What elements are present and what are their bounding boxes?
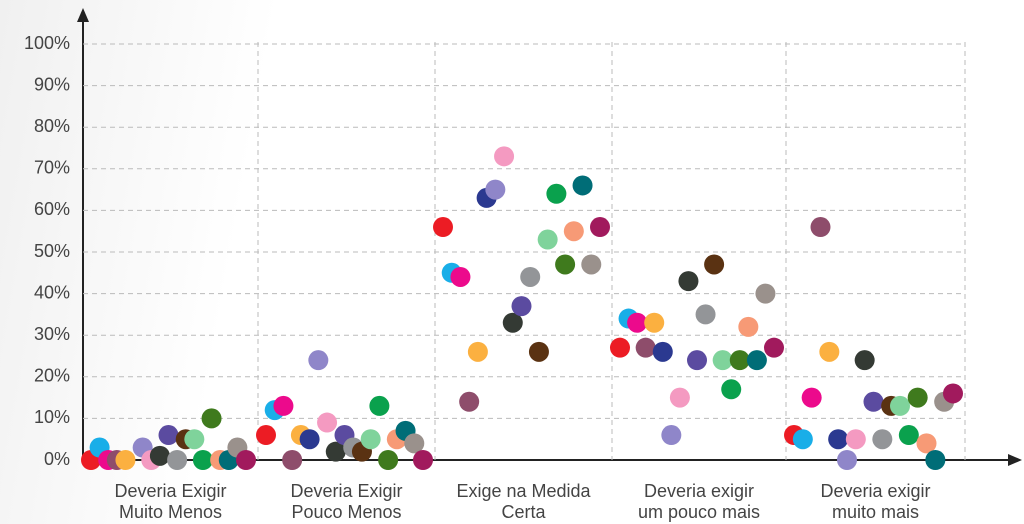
dot <box>801 387 822 408</box>
y-tick-label: 10% <box>34 407 70 427</box>
dot <box>537 229 558 250</box>
dot <box>854 350 875 371</box>
dot <box>863 391 884 412</box>
y-tick-label: 70% <box>34 158 70 178</box>
dot <box>845 429 866 450</box>
dot <box>721 379 742 400</box>
dot <box>925 450 946 470</box>
dot <box>450 266 471 287</box>
dot <box>520 266 541 287</box>
y-tick-label: 80% <box>34 116 70 136</box>
dot <box>494 146 515 167</box>
dot <box>907 387 928 408</box>
dot <box>610 337 630 358</box>
dot <box>256 425 276 446</box>
dot <box>872 429 893 450</box>
dot <box>687 350 707 371</box>
dot <box>635 337 656 358</box>
y-tick-label: 90% <box>34 74 70 94</box>
dot <box>695 304 716 325</box>
dot <box>661 425 682 446</box>
dot <box>115 450 136 470</box>
dot <box>652 341 673 362</box>
y-tick-label: 30% <box>34 324 70 344</box>
y-tick-label: 40% <box>34 282 70 302</box>
dot <box>360 429 381 450</box>
dot <box>325 441 346 462</box>
dot <box>167 450 188 470</box>
dot <box>528 341 549 362</box>
dot <box>192 450 213 470</box>
dot <box>149 445 170 466</box>
dot <box>413 450 433 470</box>
dot <box>308 350 329 371</box>
y-tick-label: 100% <box>24 33 70 53</box>
dot <box>502 312 523 333</box>
dot <box>378 450 399 470</box>
dot <box>669 387 690 408</box>
dot <box>299 429 320 450</box>
dot <box>819 341 840 362</box>
dot <box>158 425 179 446</box>
y-tick-label: 60% <box>34 199 70 219</box>
dot <box>572 175 593 196</box>
dot <box>184 429 205 450</box>
x-tick-label: Deveria Exigir Pouco Menos <box>290 481 403 522</box>
dot <box>764 337 784 358</box>
dot <box>810 217 831 238</box>
dot <box>738 316 759 337</box>
x-tick-label: Deveria Exigir Muito Menos <box>114 481 227 522</box>
dot <box>404 433 425 454</box>
y-tick-label: 20% <box>34 366 70 386</box>
dot <box>485 179 506 200</box>
y-axis-arrow <box>77 8 89 22</box>
dot <box>729 350 750 371</box>
dot <box>704 254 725 275</box>
y-tick-label: 50% <box>34 241 70 261</box>
dot <box>201 408 222 429</box>
dot <box>712 350 733 371</box>
dot <box>792 429 813 450</box>
dot <box>678 271 699 292</box>
dot <box>282 450 303 470</box>
dot <box>890 395 910 416</box>
dot <box>590 217 610 238</box>
dot <box>755 283 776 304</box>
dot <box>369 395 390 416</box>
x-tick-label: Exige na Medida Certa <box>456 481 591 522</box>
dot <box>627 312 648 333</box>
y-tick-label: 0% <box>44 449 70 469</box>
dot <box>943 383 963 404</box>
dot <box>563 221 584 242</box>
x-axis-arrow <box>1008 454 1022 466</box>
dot <box>317 412 338 433</box>
dot <box>898 425 919 446</box>
dot <box>273 395 294 416</box>
dot <box>828 429 849 450</box>
dot <box>433 217 453 238</box>
dot <box>459 391 480 412</box>
x-tick-label: Deveria exigir muito mais <box>820 481 931 522</box>
dot <box>644 312 665 333</box>
dot <box>581 254 602 275</box>
x-tick-label: Deveria exigir um pouco mais <box>637 481 761 522</box>
dot <box>916 433 937 454</box>
dot <box>546 183 567 204</box>
dot <box>236 450 256 470</box>
dot <box>746 350 767 371</box>
dot <box>467 341 488 362</box>
dot <box>837 450 857 470</box>
dot <box>555 254 576 275</box>
dot <box>511 296 532 317</box>
